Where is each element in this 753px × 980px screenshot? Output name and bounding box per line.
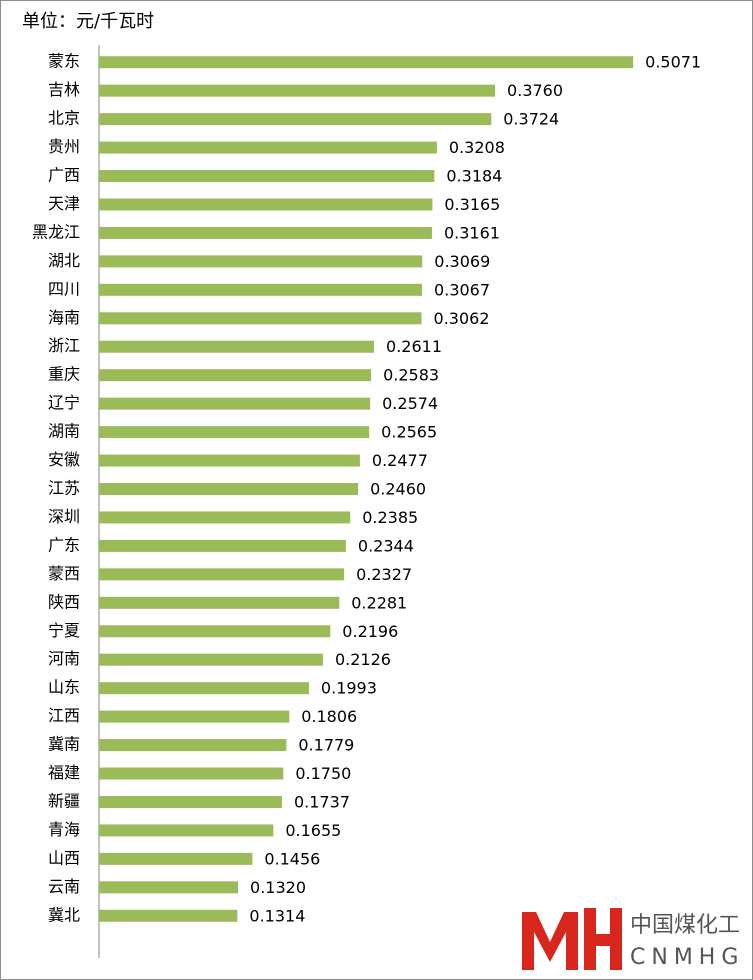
value-label: 0.3062: [434, 309, 490, 328]
bar: [99, 170, 435, 183]
chart-title: 单位：元/千瓦时: [22, 11, 154, 32]
bar: [99, 824, 274, 837]
logo-text: 中国煤化工: [630, 913, 740, 938]
bar: [99, 454, 360, 467]
bar: [99, 483, 359, 495]
y-tick-label: 天津: [48, 194, 80, 213]
bar: [99, 369, 372, 382]
y-tick-label: 北京: [48, 109, 80, 128]
value-label: 0.2327: [356, 565, 412, 584]
y-tick-label: 海南: [48, 308, 80, 327]
logo-mark: [522, 908, 622, 970]
y-tick-label: 蒙东: [48, 52, 80, 71]
value-label: 0.2460: [370, 480, 426, 499]
value-label: 0.1314: [249, 906, 305, 925]
y-tick-label: 青海: [48, 820, 80, 839]
bar: [99, 198, 433, 211]
bar: [99, 909, 238, 922]
y-tick-label: 湖北: [48, 251, 80, 270]
value-label: 0.3161: [444, 223, 500, 242]
value-label: 0.3165: [444, 195, 500, 214]
y-tick-label: 湖南: [48, 422, 80, 441]
bar: [99, 682, 309, 695]
bar: [99, 625, 331, 638]
value-label: 0.3069: [434, 252, 490, 271]
value-label: 0.1750: [295, 764, 351, 783]
value-label: 0.2196: [342, 622, 398, 641]
bar: [99, 710, 290, 723]
bar: [99, 397, 371, 410]
value-label: 0.3067: [434, 280, 490, 299]
y-tick-label: 深圳: [48, 507, 80, 526]
y-tick-label: 辽宁: [48, 393, 80, 412]
y-tick-label: 安徽: [48, 450, 80, 469]
y-tick-label: 云南: [48, 877, 80, 896]
bar: [99, 596, 340, 609]
value-label: 0.1655: [285, 821, 341, 840]
value-label: 0.2565: [381, 423, 437, 442]
bar: [99, 84, 496, 97]
y-tick-label: 浙江: [48, 336, 80, 355]
value-label: 0.1806: [301, 707, 357, 726]
bar: [99, 141, 437, 154]
y-tick-label: 蒙西: [48, 564, 80, 583]
bar: [99, 56, 634, 69]
bar: [99, 340, 375, 353]
y-tick-label: 山西: [48, 848, 80, 867]
value-label: 0.1993: [321, 679, 377, 698]
y-tick-label: 新疆: [48, 791, 80, 810]
logo-subtext: CNMHG: [630, 945, 744, 970]
value-label: 0.2281: [351, 593, 407, 612]
y-tick-label: 宁夏: [48, 621, 80, 640]
y-tick-label: 广西: [48, 166, 80, 185]
y-tick-label: 重庆: [48, 365, 80, 384]
value-label: 0.1456: [264, 849, 320, 868]
value-label: 0.2611: [386, 337, 442, 356]
bar: [99, 426, 370, 439]
bar: [99, 739, 287, 752]
value-label: 0.2344: [358, 536, 414, 555]
value-label: 0.2583: [383, 366, 439, 385]
y-tick-label: 陕西: [48, 592, 80, 611]
y-tick-label: 黑龙江: [32, 222, 80, 241]
bar: [99, 255, 423, 268]
value-label: 0.3724: [503, 110, 559, 129]
y-tick-label: 贵州: [48, 137, 80, 156]
value-label: 0.1737: [294, 792, 350, 811]
value-label: 0.3184: [446, 167, 502, 186]
bar: [99, 511, 351, 524]
value-label: 0.2126: [335, 650, 391, 669]
bar: [99, 767, 284, 780]
bar: [99, 881, 239, 894]
bar: [99, 226, 432, 239]
value-label: 0.2477: [372, 451, 428, 470]
value-label: 0.5071: [645, 53, 701, 72]
value-label: 0.3760: [507, 81, 563, 100]
y-tick-label: 四川: [48, 279, 80, 298]
value-label: 0.3208: [449, 138, 505, 157]
y-tick-label: 河南: [48, 649, 80, 668]
bar: [99, 795, 282, 808]
value-label: 0.2574: [382, 394, 438, 413]
bar: [99, 653, 323, 666]
bar: [99, 539, 346, 552]
y-tick-label: 吉林: [48, 80, 80, 99]
bar: [99, 568, 345, 581]
value-label: 0.2385: [362, 508, 418, 527]
bar: [99, 312, 422, 325]
value-label: 0.1320: [250, 878, 306, 897]
bar: [99, 113, 492, 126]
bar: [99, 283, 423, 296]
value-label: 0.1779: [298, 736, 354, 755]
bar: [99, 852, 253, 865]
y-tick-label: 广东: [48, 535, 80, 554]
y-tick-label: 江西: [48, 706, 80, 725]
y-tick-label: 山东: [48, 678, 80, 697]
y-tick-label: 福建: [48, 763, 80, 782]
y-tick-label: 江苏: [48, 479, 80, 498]
y-tick-label: 冀北: [48, 905, 80, 924]
y-tick-label: 冀南: [48, 735, 80, 754]
